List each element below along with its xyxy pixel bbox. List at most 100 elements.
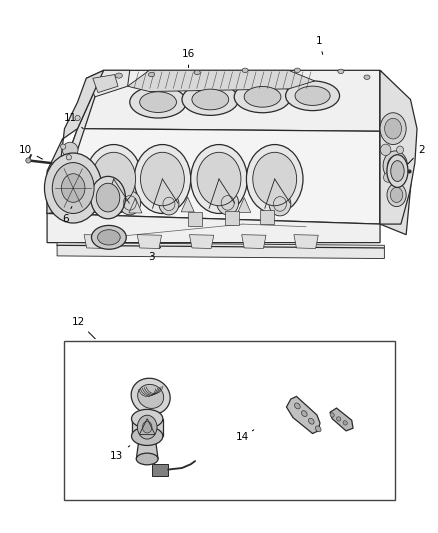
Polygon shape	[380, 70, 413, 235]
Ellipse shape	[396, 146, 403, 154]
Ellipse shape	[338, 69, 344, 74]
Ellipse shape	[197, 152, 241, 206]
Ellipse shape	[45, 153, 102, 223]
Ellipse shape	[315, 426, 321, 432]
Ellipse shape	[387, 183, 406, 207]
Ellipse shape	[62, 142, 78, 157]
Ellipse shape	[387, 156, 403, 175]
Text: 12: 12	[72, 317, 95, 339]
Ellipse shape	[336, 417, 341, 421]
Text: 6: 6	[63, 207, 72, 224]
Ellipse shape	[142, 421, 152, 433]
Ellipse shape	[343, 421, 347, 425]
Polygon shape	[286, 397, 320, 433]
Ellipse shape	[96, 183, 120, 212]
Ellipse shape	[92, 152, 136, 206]
Ellipse shape	[330, 413, 334, 417]
Polygon shape	[47, 128, 380, 224]
Text: 2: 2	[408, 145, 425, 164]
Text: 1: 1	[316, 36, 323, 54]
Ellipse shape	[159, 193, 179, 215]
Bar	[260, 211, 274, 224]
Text: 3: 3	[148, 247, 160, 262]
Polygon shape	[242, 235, 266, 248]
Polygon shape	[137, 235, 162, 248]
Bar	[188, 212, 202, 225]
Polygon shape	[47, 182, 64, 214]
Polygon shape	[84, 198, 97, 213]
Ellipse shape	[85, 144, 142, 214]
Ellipse shape	[92, 225, 126, 249]
Ellipse shape	[244, 86, 281, 107]
Polygon shape	[47, 214, 380, 243]
Polygon shape	[129, 198, 142, 213]
Ellipse shape	[52, 163, 94, 214]
Ellipse shape	[91, 176, 125, 219]
Text: 14: 14	[237, 430, 254, 442]
Ellipse shape	[253, 152, 297, 206]
Polygon shape	[131, 419, 163, 436]
Ellipse shape	[98, 230, 120, 245]
Ellipse shape	[398, 168, 405, 176]
Ellipse shape	[141, 152, 184, 206]
Ellipse shape	[390, 187, 403, 203]
Polygon shape	[152, 464, 168, 476]
Bar	[225, 211, 239, 224]
Ellipse shape	[131, 409, 163, 428]
Ellipse shape	[119, 191, 141, 215]
Ellipse shape	[294, 403, 300, 409]
Ellipse shape	[136, 453, 158, 465]
Ellipse shape	[387, 155, 408, 188]
Ellipse shape	[182, 84, 239, 115]
Ellipse shape	[134, 144, 191, 214]
Text: 11: 11	[64, 113, 83, 128]
Ellipse shape	[131, 378, 170, 415]
Ellipse shape	[66, 155, 71, 160]
Ellipse shape	[308, 418, 314, 424]
Text: 16: 16	[182, 50, 195, 68]
Ellipse shape	[383, 151, 407, 181]
Ellipse shape	[26, 158, 31, 163]
Polygon shape	[238, 198, 251, 213]
Ellipse shape	[385, 118, 402, 139]
Ellipse shape	[75, 115, 80, 120]
Ellipse shape	[234, 81, 291, 113]
Ellipse shape	[217, 191, 239, 215]
Polygon shape	[181, 197, 194, 212]
Ellipse shape	[295, 86, 330, 106]
Ellipse shape	[116, 73, 122, 78]
Polygon shape	[294, 235, 318, 248]
Ellipse shape	[130, 86, 186, 118]
Ellipse shape	[72, 155, 83, 166]
Polygon shape	[330, 408, 353, 431]
Ellipse shape	[148, 72, 155, 77]
Polygon shape	[127, 70, 315, 92]
Ellipse shape	[384, 173, 392, 182]
Ellipse shape	[301, 410, 307, 416]
Polygon shape	[189, 235, 214, 248]
Ellipse shape	[140, 92, 177, 112]
Polygon shape	[380, 70, 417, 224]
Text: 13: 13	[110, 446, 130, 462]
Ellipse shape	[192, 89, 229, 110]
Ellipse shape	[294, 68, 300, 72]
Ellipse shape	[131, 427, 163, 446]
Ellipse shape	[247, 144, 303, 214]
Ellipse shape	[138, 415, 157, 439]
Ellipse shape	[242, 68, 248, 72]
Polygon shape	[136, 436, 158, 459]
Ellipse shape	[381, 144, 391, 156]
Ellipse shape	[60, 144, 66, 149]
Ellipse shape	[391, 160, 404, 181]
Polygon shape	[86, 70, 130, 97]
Text: 10: 10	[19, 145, 42, 159]
Polygon shape	[93, 75, 118, 93]
Polygon shape	[78, 70, 380, 131]
Ellipse shape	[269, 192, 291, 216]
Ellipse shape	[194, 70, 200, 75]
Ellipse shape	[380, 113, 406, 144]
Ellipse shape	[191, 144, 247, 214]
Ellipse shape	[364, 75, 370, 79]
Polygon shape	[47, 70, 104, 214]
Polygon shape	[84, 235, 109, 248]
